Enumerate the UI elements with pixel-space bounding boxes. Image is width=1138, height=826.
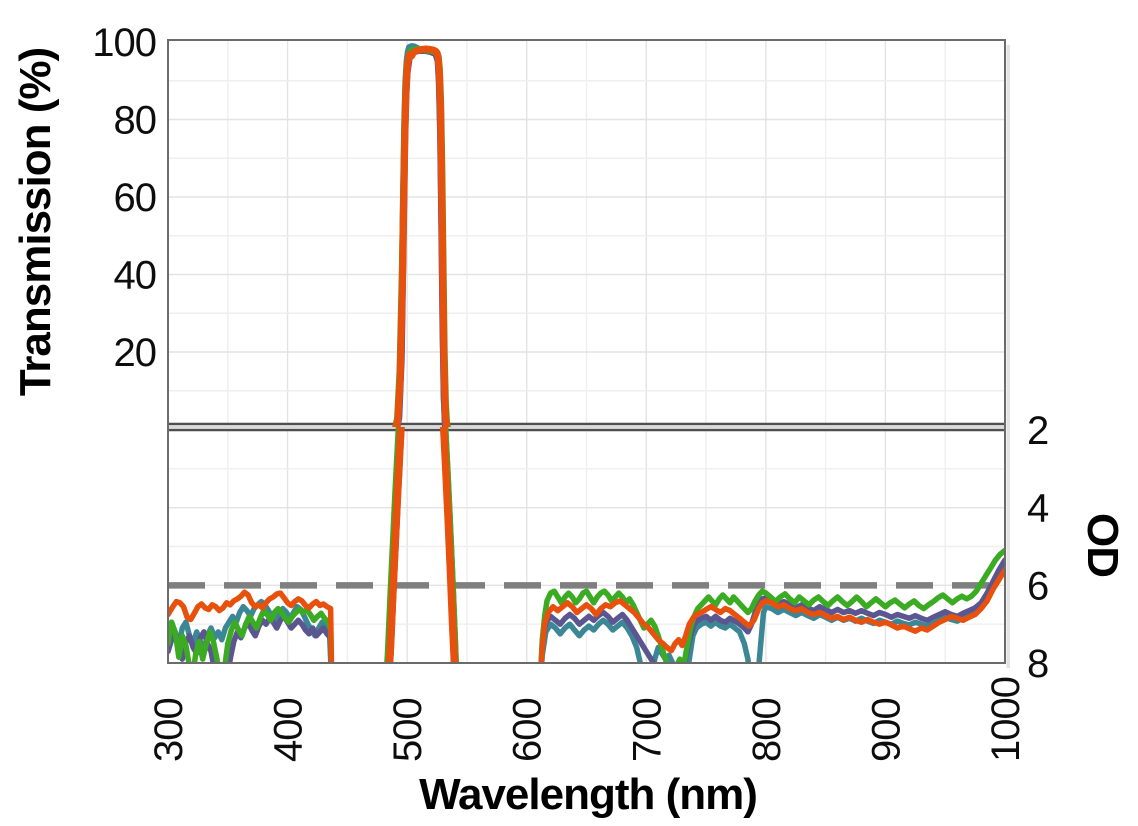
- y-axis-title-od: OD: [1078, 513, 1127, 577]
- trace-orange-od: [169, 589, 335, 662]
- y-tick-label-od: 6: [1027, 564, 1048, 608]
- trace-green-od: [538, 547, 1004, 662]
- y-tick-label-transmission: 20: [114, 331, 157, 375]
- y-tick-label-od: 4: [1027, 487, 1049, 531]
- x-tick-label: 400: [267, 698, 311, 762]
- x-axis-title: Wavelength (nm): [419, 770, 758, 819]
- y-tick-label-transmission: 40: [114, 254, 157, 298]
- trace-purple-od: [538, 557, 1004, 662]
- trace-orange-peak: [392, 45, 451, 427]
- trace-orange-od: [538, 567, 1004, 662]
- x-tick-label: 700: [625, 698, 669, 762]
- trace-orange-od: [385, 427, 459, 662]
- x-tick-label: 300: [147, 698, 191, 762]
- trace-teal-od: [539, 563, 1004, 662]
- y-tick-label-transmission: 100: [92, 21, 156, 65]
- y-tick-label-od: 8: [1027, 642, 1048, 686]
- y-axis-title-transmission: Transmission (%): [11, 47, 60, 397]
- y-tick-label-od: 2: [1027, 409, 1048, 453]
- plot-border: [167, 39, 1006, 664]
- x-tick-label: 800: [745, 698, 789, 762]
- y-tick-label-transmission: 80: [114, 99, 157, 143]
- plot-shadow: [1006, 45, 1010, 668]
- y-tick-label-transmission: 60: [114, 176, 157, 220]
- x-tick-label: 500: [386, 698, 430, 762]
- x-tick-label: 1000: [984, 677, 1028, 762]
- x-tick-label: 600: [506, 698, 550, 762]
- trace-green-od: [169, 605, 335, 662]
- x-tick-label: 900: [864, 698, 908, 762]
